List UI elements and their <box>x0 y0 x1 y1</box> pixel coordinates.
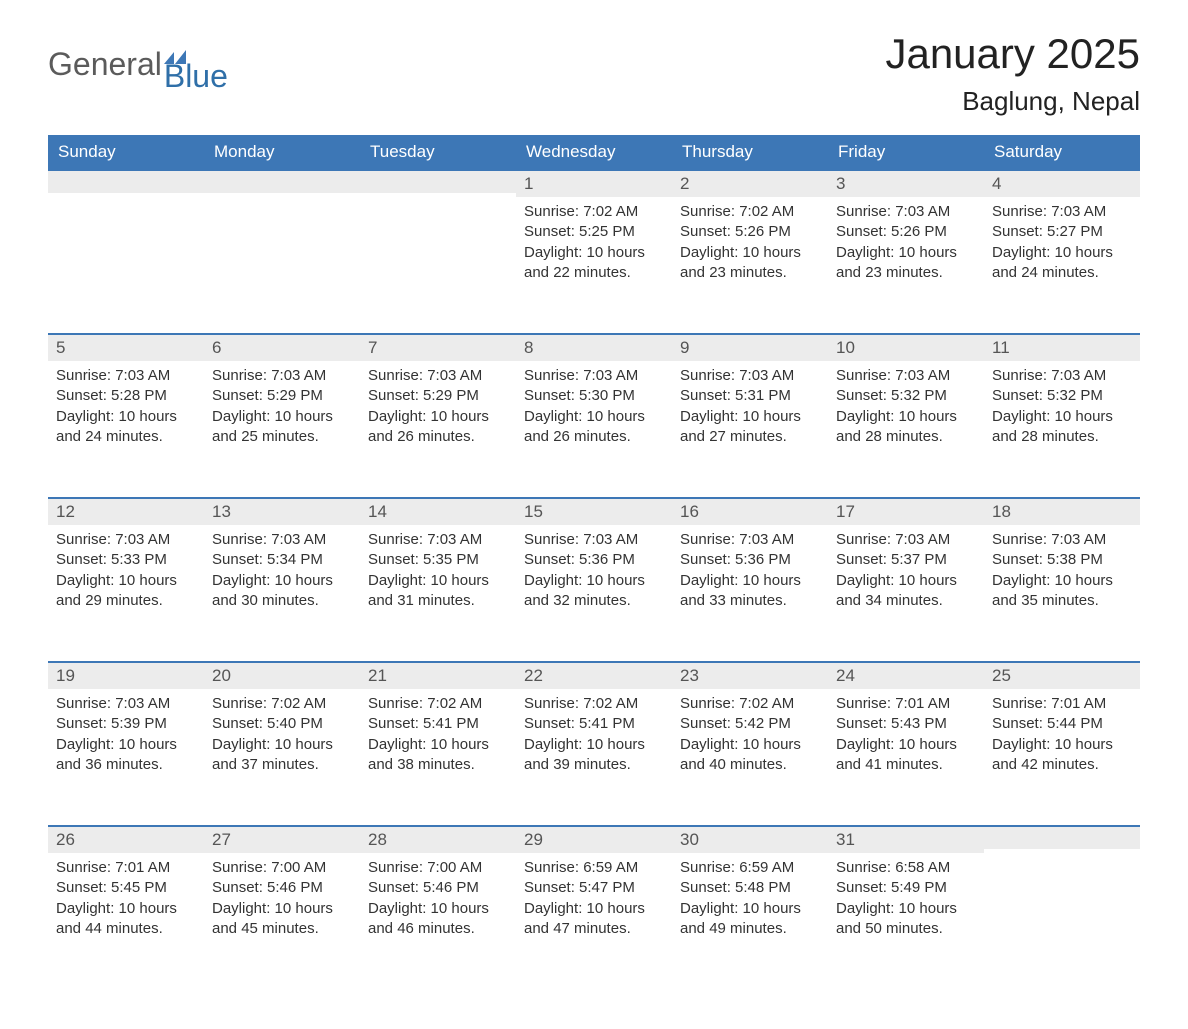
day-content: Sunrise: 7:03 AMSunset: 5:36 PMDaylight:… <box>672 525 828 629</box>
day-content: Sunrise: 6:58 AMSunset: 5:49 PMDaylight:… <box>828 853 984 957</box>
day-content: Sunrise: 7:02 AMSunset: 5:41 PMDaylight:… <box>360 689 516 793</box>
day-number: 26 <box>48 825 204 853</box>
day-number: 6 <box>204 333 360 361</box>
day-number: 31 <box>828 825 984 853</box>
weekday-header: Saturday <box>984 135 1140 169</box>
day-number: 25 <box>984 661 1140 689</box>
day-number: 3 <box>828 169 984 197</box>
day-content: Sunrise: 7:03 AMSunset: 5:32 PMDaylight:… <box>828 361 984 465</box>
weekday-header: Sunday <box>48 135 204 169</box>
day-content: Sunrise: 6:59 AMSunset: 5:48 PMDaylight:… <box>672 853 828 957</box>
day-content: Sunrise: 7:02 AMSunset: 5:41 PMDaylight:… <box>516 689 672 793</box>
day-number <box>360 169 516 193</box>
day-number: 10 <box>828 333 984 361</box>
weekday-header: Monday <box>204 135 360 169</box>
logo-blue-wrap: Blue <box>164 48 228 92</box>
day-content: Sunrise: 6:59 AMSunset: 5:47 PMDaylight:… <box>516 853 672 957</box>
day-number: 22 <box>516 661 672 689</box>
day-number: 1 <box>516 169 672 197</box>
logo: General Blue <box>48 48 228 92</box>
day-content: Sunrise: 7:02 AMSunset: 5:42 PMDaylight:… <box>672 689 828 793</box>
day-number: 15 <box>516 497 672 525</box>
day-number: 19 <box>48 661 204 689</box>
day-content: Sunrise: 7:03 AMSunset: 5:34 PMDaylight:… <box>204 525 360 629</box>
day-number: 11 <box>984 333 1140 361</box>
title-block: January 2025 Baglung, Nepal <box>885 30 1140 117</box>
day-content: Sunrise: 7:03 AMSunset: 5:30 PMDaylight:… <box>516 361 672 465</box>
weekday-header: Thursday <box>672 135 828 169</box>
day-number: 8 <box>516 333 672 361</box>
day-content: Sunrise: 7:03 AMSunset: 5:28 PMDaylight:… <box>48 361 204 465</box>
day-number: 9 <box>672 333 828 361</box>
day-number <box>48 169 204 193</box>
day-content: Sunrise: 7:03 AMSunset: 5:35 PMDaylight:… <box>360 525 516 629</box>
day-content: Sunrise: 7:03 AMSunset: 5:31 PMDaylight:… <box>672 361 828 465</box>
day-content: Sunrise: 7:03 AMSunset: 5:26 PMDaylight:… <box>828 197 984 301</box>
day-content: Sunrise: 7:00 AMSunset: 5:46 PMDaylight:… <box>360 853 516 957</box>
day-number: 5 <box>48 333 204 361</box>
weekday-header: Wednesday <box>516 135 672 169</box>
day-number: 17 <box>828 497 984 525</box>
weekday-header: Friday <box>828 135 984 169</box>
day-content: Sunrise: 7:03 AMSunset: 5:33 PMDaylight:… <box>48 525 204 629</box>
day-number: 24 <box>828 661 984 689</box>
day-number: 21 <box>360 661 516 689</box>
day-number: 28 <box>360 825 516 853</box>
day-content: Sunrise: 7:03 AMSunset: 5:38 PMDaylight:… <box>984 525 1140 629</box>
location: Baglung, Nepal <box>885 86 1140 117</box>
month-title: January 2025 <box>885 30 1140 78</box>
weekday-header: Tuesday <box>360 135 516 169</box>
day-content: Sunrise: 7:03 AMSunset: 5:27 PMDaylight:… <box>984 197 1140 301</box>
day-content: Sunrise: 7:02 AMSunset: 5:26 PMDaylight:… <box>672 197 828 301</box>
day-number: 7 <box>360 333 516 361</box>
calendar-header-row: SundayMondayTuesdayWednesdayThursdayFrid… <box>48 135 1140 169</box>
day-content: Sunrise: 7:01 AMSunset: 5:44 PMDaylight:… <box>984 689 1140 793</box>
day-number: 20 <box>204 661 360 689</box>
day-number: 16 <box>672 497 828 525</box>
day-content: Sunrise: 7:03 AMSunset: 5:37 PMDaylight:… <box>828 525 984 629</box>
day-number: 4 <box>984 169 1140 197</box>
day-number: 30 <box>672 825 828 853</box>
day-number: 27 <box>204 825 360 853</box>
logo-general-text: General <box>48 48 162 80</box>
day-number: 13 <box>204 497 360 525</box>
day-content: Sunrise: 7:03 AMSunset: 5:29 PMDaylight:… <box>204 361 360 465</box>
day-content: Sunrise: 7:02 AMSunset: 5:40 PMDaylight:… <box>204 689 360 793</box>
day-number: 14 <box>360 497 516 525</box>
day-number <box>204 169 360 193</box>
day-number: 18 <box>984 497 1140 525</box>
day-content: Sunrise: 7:03 AMSunset: 5:29 PMDaylight:… <box>360 361 516 465</box>
day-content: Sunrise: 7:03 AMSunset: 5:36 PMDaylight:… <box>516 525 672 629</box>
day-content: Sunrise: 7:00 AMSunset: 5:46 PMDaylight:… <box>204 853 360 957</box>
day-content: Sunrise: 7:01 AMSunset: 5:45 PMDaylight:… <box>48 853 204 957</box>
day-number: 2 <box>672 169 828 197</box>
calendar-table: SundayMondayTuesdayWednesdayThursdayFrid… <box>48 135 1140 989</box>
day-number: 29 <box>516 825 672 853</box>
logo-blue-text: Blue <box>164 60 228 92</box>
day-content: Sunrise: 7:02 AMSunset: 5:25 PMDaylight:… <box>516 197 672 301</box>
day-number <box>984 825 1140 849</box>
day-content: Sunrise: 7:03 AMSunset: 5:39 PMDaylight:… <box>48 689 204 793</box>
day-content: Sunrise: 7:01 AMSunset: 5:43 PMDaylight:… <box>828 689 984 793</box>
day-number: 23 <box>672 661 828 689</box>
day-content: Sunrise: 7:03 AMSunset: 5:32 PMDaylight:… <box>984 361 1140 465</box>
day-number: 12 <box>48 497 204 525</box>
header: General Blue January 2025 Baglung, Nepal <box>48 30 1140 117</box>
